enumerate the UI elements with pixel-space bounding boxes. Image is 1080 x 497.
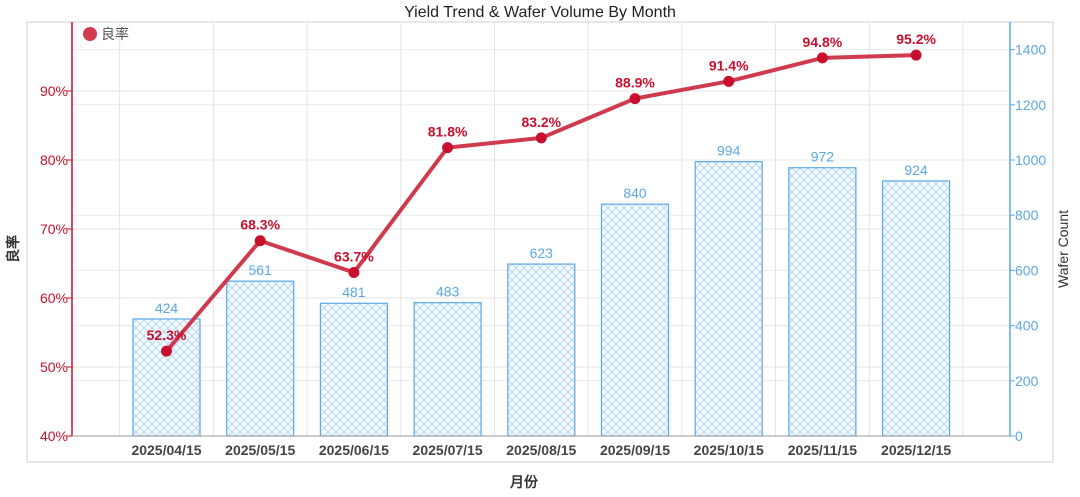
- right-axis-tick-label: 1200: [1015, 97, 1046, 113]
- right-axis-tick-label: 1000: [1015, 152, 1046, 168]
- wafer-bar: [694, 161, 763, 437]
- bars: [132, 161, 951, 437]
- chart-title: Yield Trend & Wafer Volume By Month: [404, 4, 676, 21]
- wafer-data-label: 924: [904, 162, 928, 178]
- right-axis-tick-label: 0: [1015, 428, 1023, 444]
- wafer-data-label: 561: [249, 262, 273, 278]
- yield-point: [161, 345, 172, 357]
- wafer-data-label: 994: [717, 143, 741, 159]
- yield-data-label: 83.2%: [521, 114, 561, 130]
- wafer-bar: [600, 203, 670, 437]
- yield-point: [535, 132, 547, 144]
- yield-point: [348, 266, 360, 278]
- yield-point: [629, 93, 641, 105]
- left-axis-tick-label: 60%: [40, 290, 68, 306]
- yield-data-label: 91.4%: [709, 57, 749, 73]
- yield-data-label: 52.3%: [147, 327, 187, 343]
- left-axis-tick-label: 70%: [40, 221, 68, 237]
- wafer-data-label: 840: [623, 185, 647, 201]
- x-axis-title: 月份: [509, 474, 539, 490]
- left-axis-tick-label: 90%: [40, 83, 68, 99]
- yield-point: [723, 75, 735, 87]
- yield-data-label: 88.9%: [615, 75, 655, 91]
- x-axis-tick-label: 2025/07/15: [413, 442, 483, 458]
- wafer-bar: [319, 302, 388, 437]
- right-axis-tick-label: 200: [1015, 373, 1039, 389]
- yield-data-label: 68.3%: [240, 217, 280, 233]
- yield-line-group: [161, 49, 922, 357]
- legend-label: 良率: [101, 26, 129, 42]
- right-axis-title: Wafer Count: [1055, 210, 1071, 288]
- yield-data-label: 81.8%: [428, 124, 468, 140]
- wafer-data-label: 424: [155, 300, 179, 316]
- x-axis-tick-label: 2025/04/15: [131, 442, 201, 458]
- x-axis-tick-label: 2025/08/15: [506, 442, 576, 458]
- right-axis-tick-label: 1400: [1015, 42, 1046, 58]
- legend[interactable]: 良率: [83, 26, 129, 42]
- axes: 40% 50% 60% 70% 80% 90% 0 200 400 600 800 1000 1200 1…: [40, 22, 1046, 458]
- wafer-bar: [881, 180, 951, 437]
- x-axis-tick-label: 2025/09/15: [600, 442, 670, 458]
- labels: 424 561 481 483 623 840 994 972 924 52.3% 68.3% 63.…: [147, 31, 937, 343]
- yield-data-label: 63.7%: [334, 248, 374, 264]
- yield-point: [910, 49, 922, 61]
- wafer-data-label: 623: [530, 245, 554, 261]
- yield-data-label: 95.2%: [896, 31, 936, 47]
- yield-data-label: 94.8%: [803, 34, 843, 50]
- right-axis-tick-label: 600: [1015, 262, 1039, 278]
- wafer-data-label: 483: [436, 284, 460, 300]
- x-axis-tick-label: 2025/12/15: [881, 442, 951, 458]
- left-axis-tick-label: 80%: [40, 152, 68, 168]
- wafer-bar: [788, 167, 857, 437]
- wafer-bar: [507, 263, 576, 437]
- right-axis-tick-label: 400: [1015, 318, 1039, 334]
- yield-point: [254, 235, 266, 247]
- wafer-data-label: 972: [811, 149, 835, 165]
- yield-point: [816, 52, 828, 64]
- wafer-bar: [226, 280, 295, 437]
- wafer-bar: [132, 318, 201, 437]
- x-axis-tick-label: 2025/10/15: [694, 442, 764, 458]
- wafer-data-label: 481: [342, 284, 366, 300]
- left-axis-tick-label: 50%: [40, 359, 68, 375]
- right-axis-tick-label: 800: [1015, 207, 1039, 223]
- x-axis-tick-label: 2025/11/15: [788, 442, 858, 458]
- yield-point: [442, 142, 454, 154]
- chart-frame: [26, 21, 1054, 463]
- x-axis-tick-label: 2025/06/15: [319, 442, 389, 458]
- left-axis-tick-label: 40%: [40, 428, 68, 444]
- wafer-bar: [413, 302, 482, 437]
- legend-marker: [83, 27, 97, 41]
- left-axis-title: 良率: [5, 235, 21, 263]
- x-axis-tick-label: 2025/05/15: [225, 442, 295, 458]
